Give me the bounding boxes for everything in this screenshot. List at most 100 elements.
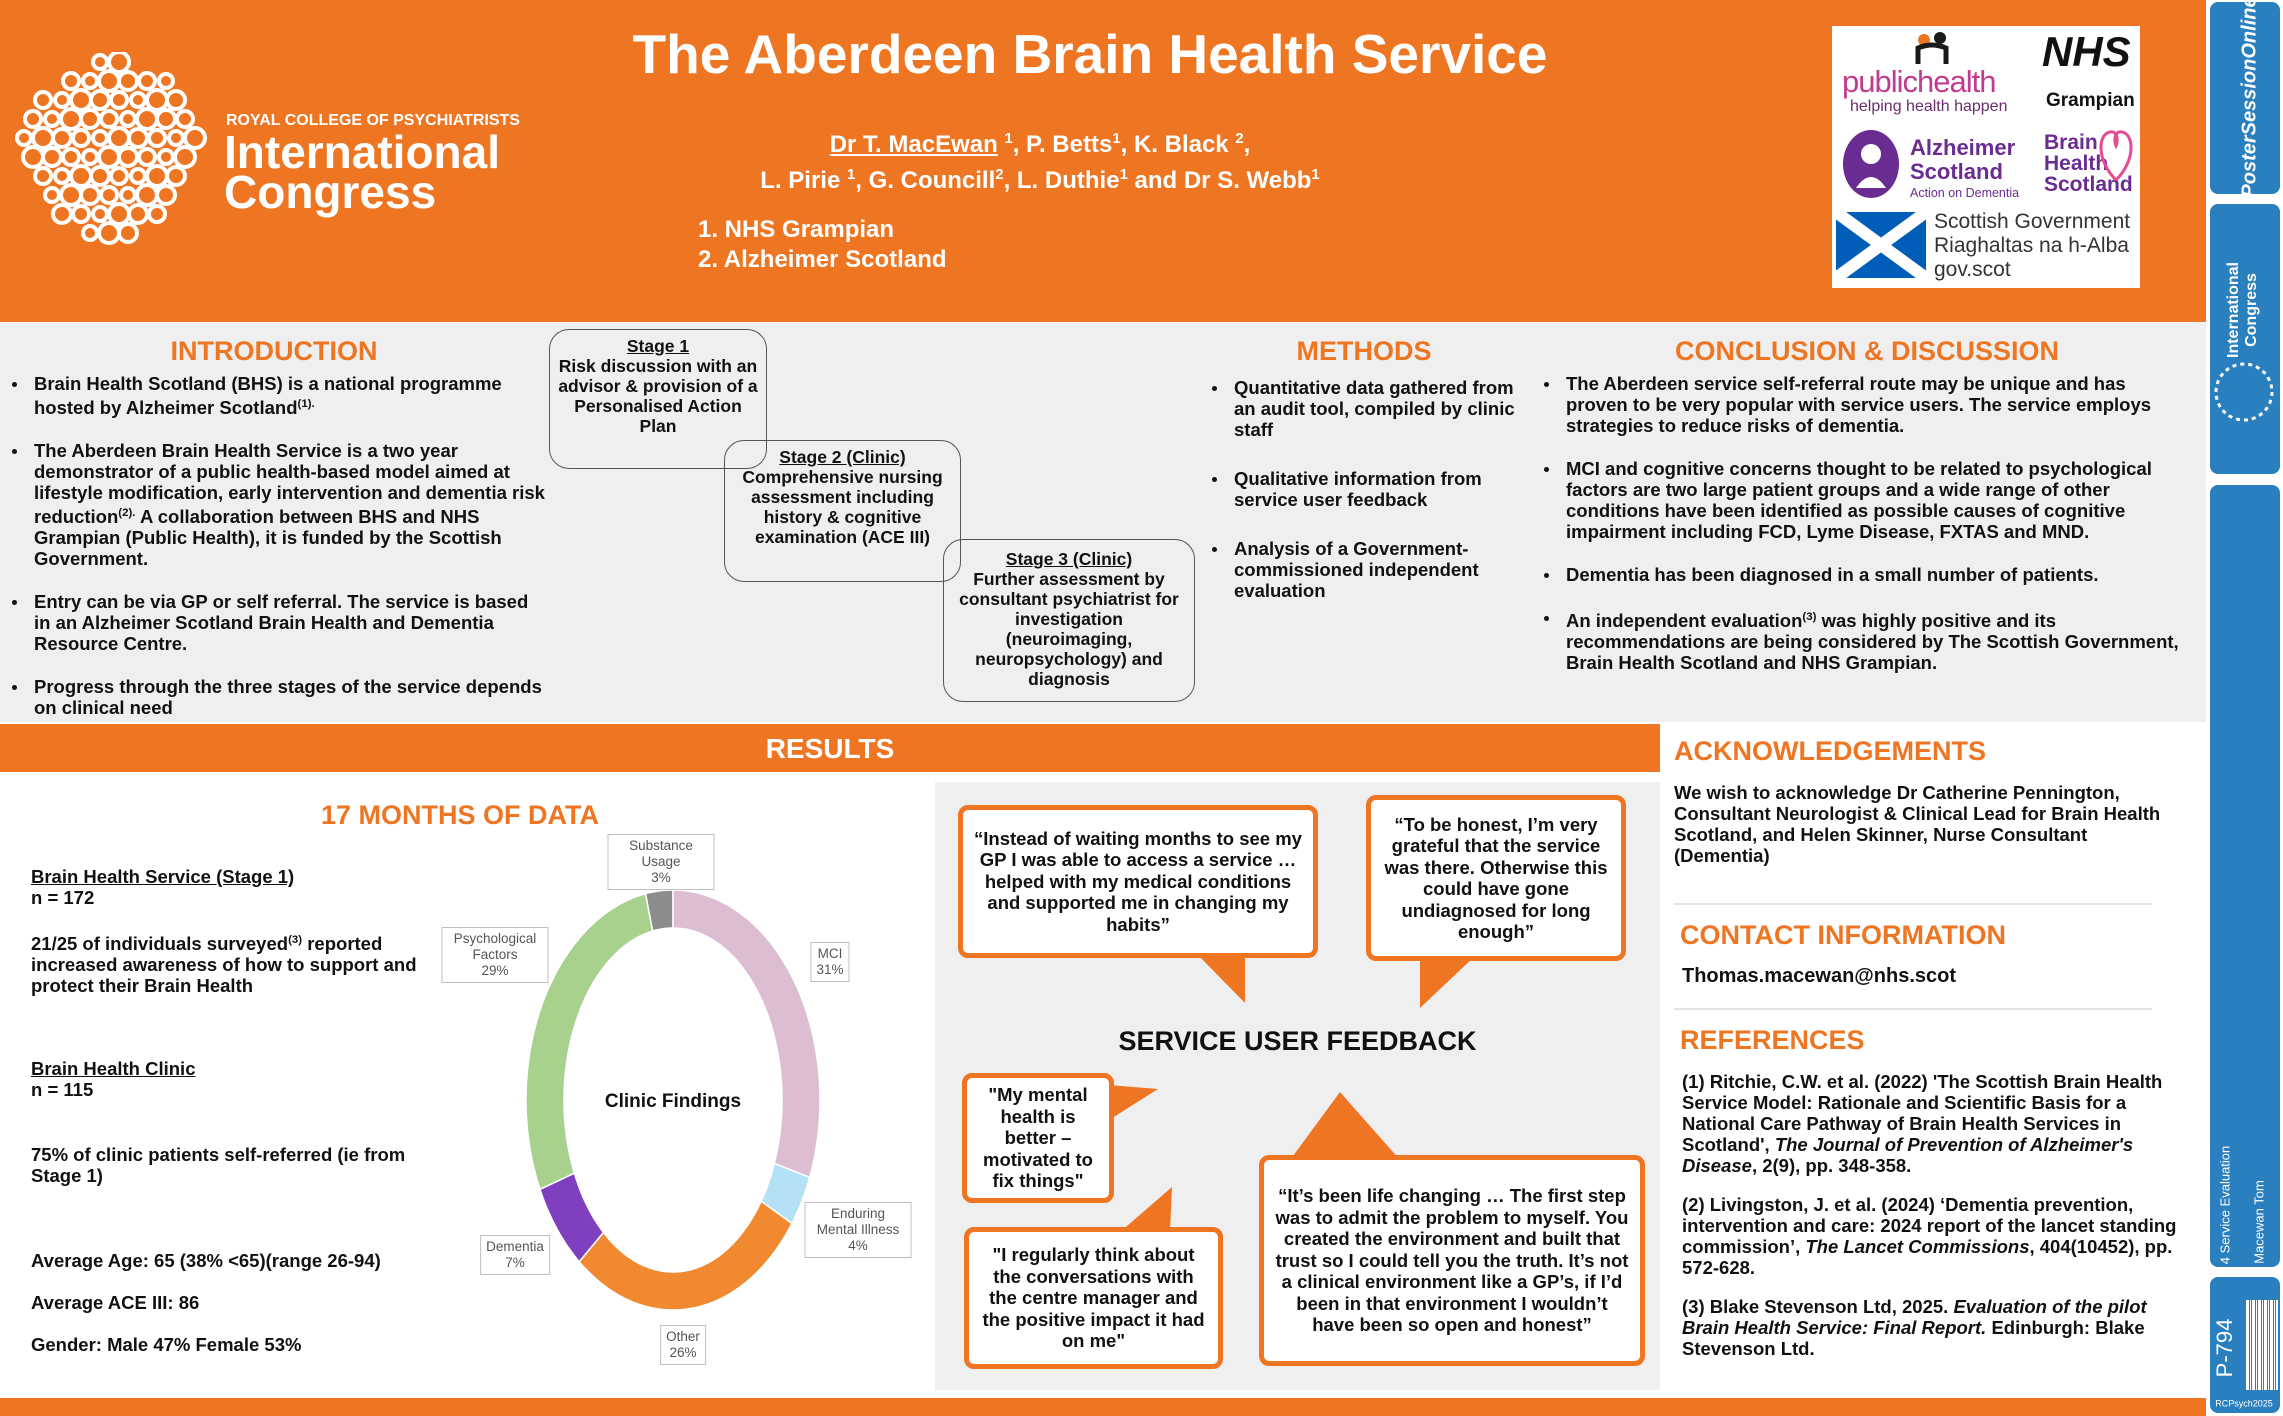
text-run: An independent evaluation (1566, 610, 1803, 632)
section-heading: CONTACT INFORMATION (1680, 920, 2006, 950)
text-run: , G. Councill (855, 167, 996, 194)
results-heading: RESULTS (765, 733, 895, 764)
barcode-bar (2254, 1300, 2255, 1390)
public-health-logo: publichealth (1842, 64, 1996, 99)
barcode-bar (2268, 1300, 2269, 1390)
text-run: 2 (995, 167, 1004, 183)
barcode-bar (2252, 1300, 2254, 1390)
logo-dot (33, 166, 53, 186)
quote-box: "My mental health is better – motivated … (962, 1073, 1114, 1203)
text-line: Scottish Government (1934, 210, 2131, 233)
divider (1674, 1008, 2152, 1010)
text-run: L. Pirie (760, 167, 847, 194)
bullet-text: Brain Health Scotland (BHS) is a nationa… (34, 373, 502, 418)
acknowledgements-text: We wish to acknowledge Dr Catherine Penn… (1674, 782, 2161, 866)
bullet-dot (12, 600, 17, 606)
text-run: Dr T. MacEwan (829, 131, 998, 158)
sidebar-category: 4 Service Evaluation (2217, 1146, 2232, 1265)
text-run: was highly positive and its recommendati… (1566, 610, 2179, 674)
intro-bullets: Brain Health Scotland (BHS) is a nationa… (8, 373, 548, 718)
stage-title: Stage 3 (Clinic) (1005, 549, 1133, 569)
stage-box: Stage 2 (Clinic) Comprehensive nursing as… (724, 440, 961, 582)
text-run: 2 (1235, 131, 1244, 147)
stage-text: Further assessment by consultant psychia… (959, 569, 1179, 689)
text-run: Brain Health Service (Stage 1) (31, 866, 295, 887)
bullet-text: Dementia has been diagnosed in a small n… (1566, 564, 2099, 585)
sidebar-author: Macewan Tom (2251, 1180, 2266, 1264)
bullet-text: MCI and cognitive concerns thought to be… (1566, 458, 2152, 542)
text-run: , L. Duthie (1003, 167, 1120, 194)
conclusion-bullets: The Aberdeen service self-referral route… (1540, 373, 2190, 673)
bullet: Dementia has been diagnosed in a small n… (1540, 564, 2190, 585)
alzheimer-logo: Alzheimer Scotland (1910, 136, 2015, 184)
barcode-bar (2276, 1300, 2278, 1390)
text-line: Scotland (1910, 159, 2003, 184)
result-item: Brain Health Service (Stage 1) n = 172 (31, 866, 441, 908)
donut-label: MCI 31% (810, 942, 850, 982)
congress-logo-mark (15, 52, 207, 245)
nhs-region: Grampian (2046, 90, 2135, 111)
section-heading: ACKNOWLEDGEMENTS (1674, 736, 1986, 766)
donut-label: Other 26% (660, 1325, 706, 1365)
logo-dot (23, 109, 43, 129)
result-line: Gender: Male 47% Female 53% (31, 1334, 302, 1355)
logo-dot (165, 89, 187, 111)
text-line: Riaghaltas na h-Alba (1934, 234, 2129, 257)
authors: Dr T. MacEwan 1, P. Betts1, K. Black 2, L… (640, 124, 1440, 196)
barcode-bar (2256, 1300, 2257, 1390)
donut-label: Psychological Factors 29% (441, 927, 549, 983)
bullet-dot (12, 382, 17, 387)
text-line: Scotland (2044, 173, 2133, 196)
alzheimer-tagline: Action on Dementia (1910, 186, 2020, 200)
bullet: The Aberdeen service self-referral route… (1540, 373, 2190, 436)
stage-text: Comprehensive nursing assessment includi… (742, 467, 943, 547)
poster-title: The Aberdeen Brain Health Service (632, 23, 1548, 85)
donut-label-value: 3% (651, 870, 671, 885)
donut-segment (525, 892, 654, 1191)
feedback-heading: SERVICE USER FEEDBACK (1118, 1026, 1477, 1056)
result-item: 75% of clinic patients self-referred (ie… (31, 1144, 441, 1186)
bullet: An independent evaluation(3) was highly … (1540, 607, 2190, 673)
text-run: The Lancet Commissions (1805, 1236, 2030, 1257)
alzheimer-icon (1843, 130, 1899, 198)
reference: (1) Ritchie, C.W. et al. (2022) 'The Sco… (1682, 1071, 2192, 1176)
donut-segment (672, 889, 821, 1179)
bullet: MCI and cognitive concerns thought to be… (1540, 458, 2190, 542)
bullet-text: (2) Livingston, J. et al. (2024) ‘Dement… (1682, 1194, 2176, 1278)
stage-box: Stage 1 Risk discussion with an advisor &… (549, 329, 767, 469)
text-line: 2. Alzheimer Scotland (698, 246, 947, 273)
donut-center-label: Clinic Findings (605, 1091, 741, 1112)
bullet-text: Progress through the three stages of the… (34, 676, 542, 719)
result-line: Brain Health Clinic (31, 1058, 441, 1079)
congress-name: International Congress (224, 129, 500, 215)
donut-label-name: Psychological Factors (453, 931, 537, 962)
text-run: , (1243, 131, 1251, 158)
bullet-text: Analysis of a Government-commissioned in… (1234, 538, 1479, 601)
logo-dot (165, 165, 187, 187)
text-line: Alzheimer (1910, 135, 2016, 160)
barcode (2246, 1300, 2278, 1390)
result-item: Gender: Male 47% Female 53% (31, 1334, 441, 1355)
text-run: Brain Health Clinic (31, 1058, 196, 1079)
sidebar-congress: Congress (2243, 273, 2260, 347)
text-run: Evaluation of the pilot Brain Health Ser… (1682, 1296, 2147, 1338)
section-heading: INTRODUCTION (170, 336, 378, 366)
sidebar-panel (2210, 485, 2280, 1267)
bullet-text: (1) Ritchie, C.W. et al. (2022) 'The Sco… (1682, 1071, 2162, 1176)
result-item: Brain Health Clinic n = 115 (31, 1058, 441, 1100)
bullet-text: An independent evaluation(3) was highly … (1566, 610, 2179, 673)
barcode-bar (2246, 1300, 2248, 1390)
text-run: 1 (1119, 167, 1128, 183)
sidebar: PosterSessionOnline International Congre… (2210, 0, 2280, 1413)
bullet-text: The Aberdeen Brain Health Service is a t… (34, 440, 545, 569)
barcode-bar (2262, 1300, 2263, 1390)
stage-title: Stage 1 (626, 336, 690, 356)
sidebar-congress: International (2225, 262, 2242, 358)
sidebar-logo (2214, 362, 2274, 422)
bullet: Brain Health Scotland (BHS) is a nationa… (8, 373, 548, 418)
text-line: Brain (2044, 131, 2098, 154)
logo-dot (71, 128, 91, 148)
brain-health-logo: Brain Health Scotland (2044, 132, 2133, 195)
quote-box: “To be honest, I’m very grateful that th… (1366, 795, 1626, 961)
